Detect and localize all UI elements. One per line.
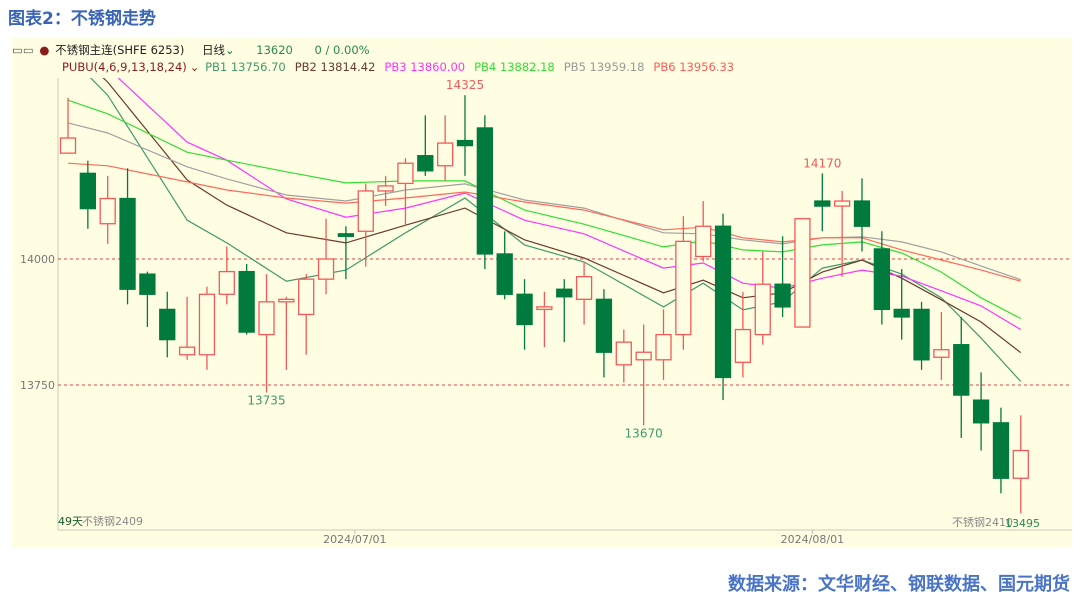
indicator-value-pb6: PB6 13956.33: [653, 60, 735, 74]
indicator-values: PB1 13756.70 PB2 13814.42 PB3 13860.00 PB4 …: [205, 60, 743, 74]
indicator-name: PUBU(4,6,9,13,18,24): [62, 60, 187, 74]
chart-panel: [12, 38, 1072, 548]
link-icon[interactable]: ▭▭: [12, 43, 34, 57]
last-price: 13620: [256, 43, 293, 57]
period-selector[interactable]: 日线⌄: [202, 43, 235, 57]
dot-icon: ●: [39, 43, 50, 57]
indicator-selector[interactable]: PUBU(4,6,9,13,18,24) ⌄: [62, 60, 199, 74]
contract-name[interactable]: 不锈钢主连(SHFE 6253): [55, 43, 185, 57]
chevron-down-icon: ⌄: [224, 43, 235, 57]
indicator-value-pb5: PB5 13959.18: [563, 60, 645, 74]
indicator-value-pb2: PB2 13814.42: [294, 60, 376, 74]
chevron-down-icon: ⌄: [189, 60, 200, 74]
indicator-value-pb4: PB4 13882.18: [474, 60, 555, 74]
price-change: 0 / 0.00%: [314, 43, 370, 57]
quote-header: ▭▭ ● 不锈钢主连(SHFE 6253) 日线⌄ 13620 0 / 0.00…: [12, 42, 378, 58]
indicator-header: PUBU(4,6,9,13,18,24) ⌄ PB1 13756.70 PB2 13…: [62, 60, 743, 74]
period-label: 日线: [201, 43, 225, 57]
indicator-value-pb3: PB3 13860.00: [384, 60, 466, 74]
data-source: 数据来源：文华财经、钢联数据、国元期货: [728, 574, 1070, 595]
figure-title: 图表2：不锈钢走势: [8, 9, 156, 29]
indicator-value-pb1: PB1 13756.70: [205, 60, 286, 74]
